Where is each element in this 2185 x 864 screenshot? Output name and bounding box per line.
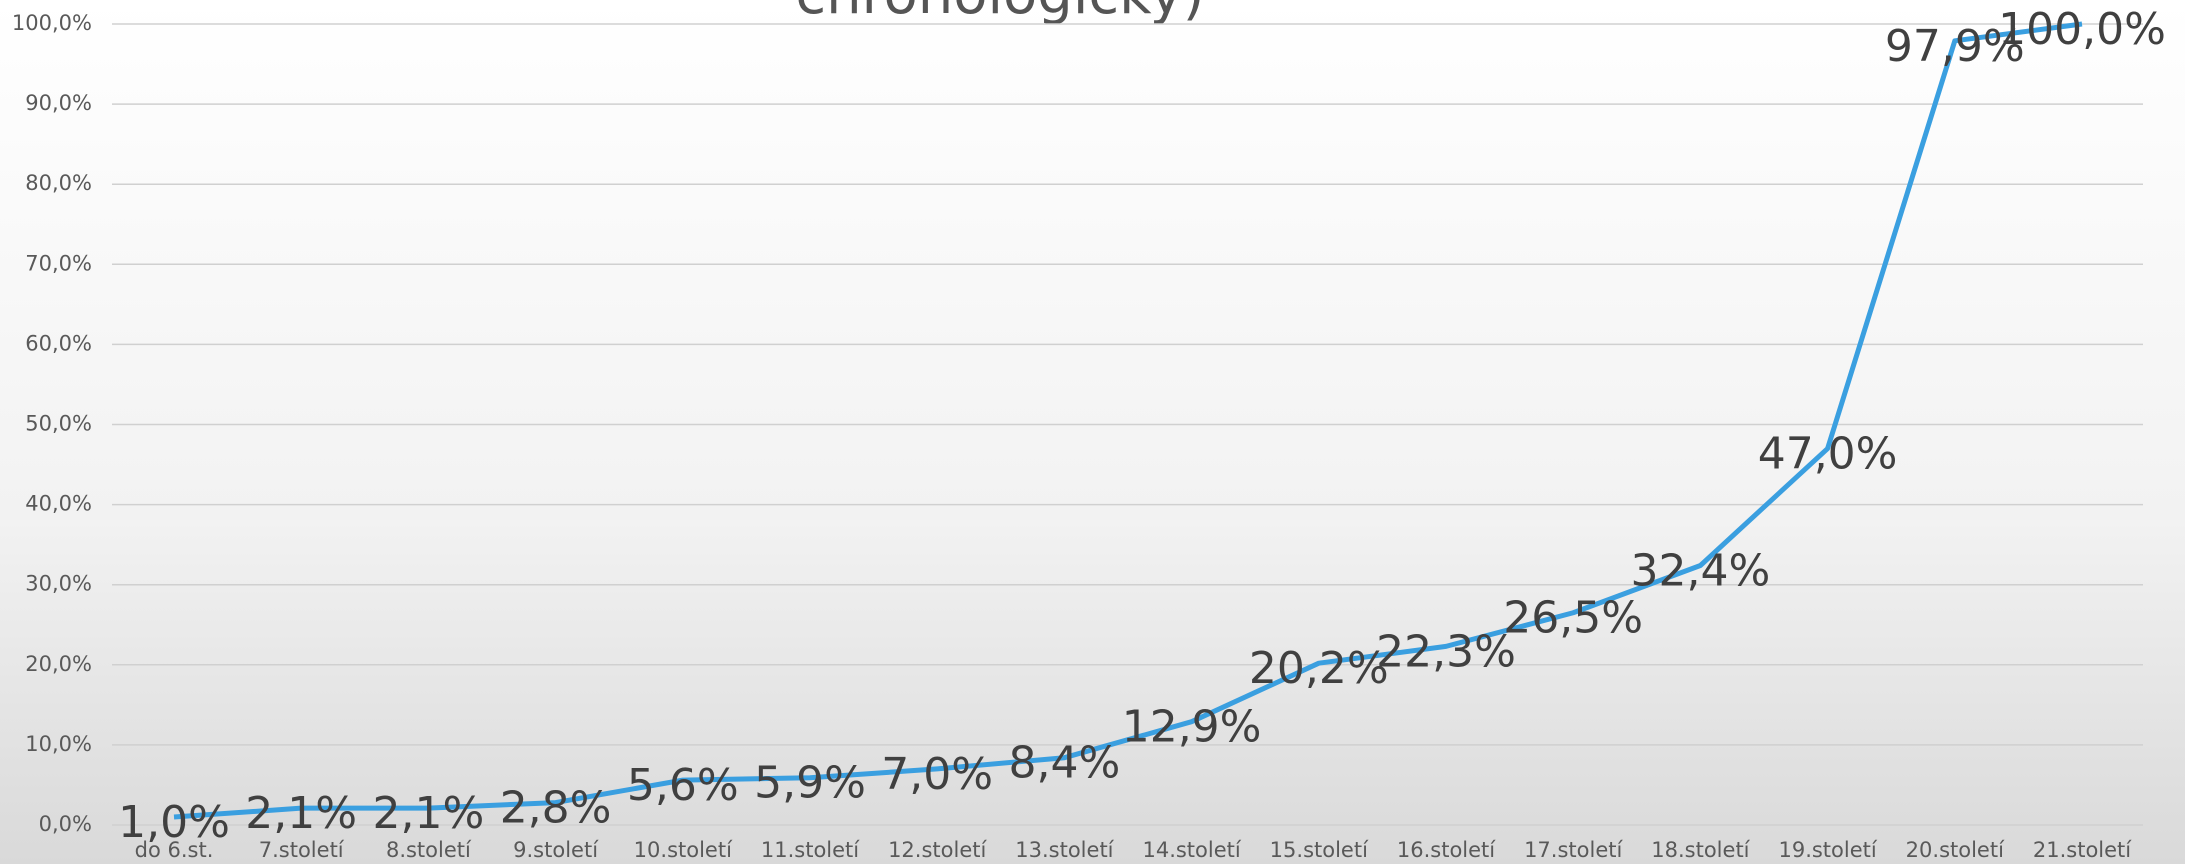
data-label: 5,9%	[754, 758, 866, 809]
line	[173, 21, 2083, 820]
y-tick-label: 100,0%	[12, 11, 92, 35]
data-label: 2,1%	[373, 788, 485, 839]
x-tick-label: 19.století	[1778, 838, 1877, 862]
x-tick-label: 17.století	[1524, 838, 1623, 862]
x-tick-label: 13.století	[1015, 838, 1114, 862]
y-tick-label: 30,0%	[25, 572, 92, 596]
data-label: 5,6%	[627, 760, 739, 811]
y-tick-label: 70,0%	[25, 251, 92, 275]
data-label: 12,9%	[1122, 702, 1262, 753]
data-label: 26,5%	[1503, 593, 1643, 644]
x-tick-label: 8.století	[386, 838, 472, 862]
data-label: 20,2%	[1249, 643, 1389, 694]
y-tick-label: 0,0%	[39, 812, 92, 836]
data-label: 97,9%	[1885, 21, 2025, 72]
x-tick-label: 9.století	[513, 838, 599, 862]
y-tick-label: 90,0%	[25, 91, 92, 115]
y-tick-label: 80,0%	[25, 171, 92, 195]
y-tick-label: 20,0%	[25, 652, 92, 676]
data-label: 2,8%	[500, 783, 612, 834]
data-label: 8,4%	[1009, 738, 1121, 789]
x-tick-label: do 6.st.	[135, 838, 214, 862]
x-tick-label: 7.století	[259, 838, 345, 862]
x-tick-label: 20.století	[1906, 838, 2005, 862]
y-tick-label: 40,0%	[25, 492, 92, 516]
x-tick-label: 18.století	[1651, 838, 1750, 862]
x-tick-label: 16.století	[1397, 838, 1496, 862]
x-tick-label: 21.století	[2033, 838, 2132, 862]
y-tick-label: 50,0%	[25, 412, 92, 436]
data-label: 47,0%	[1758, 429, 1898, 480]
data-label: 7,0%	[881, 749, 993, 800]
y-tick-label: 60,0%	[25, 331, 92, 355]
x-tick-label: 10.století	[634, 838, 733, 862]
x-tick-label: 11.století	[761, 838, 860, 862]
x-tick-label: 15.století	[1270, 838, 1369, 862]
data-label: 22,3%	[1376, 626, 1516, 677]
chart-title: chronologicky)	[795, 0, 1204, 27]
data-label: 32,4%	[1631, 545, 1771, 596]
data-label: 2,1%	[245, 788, 357, 839]
x-tick-label: 14.století	[1142, 838, 1241, 862]
data-label: 100,0%	[1998, 4, 2166, 55]
data-label: 1,0%	[118, 797, 230, 848]
x-tick-label: 12.století	[888, 838, 987, 862]
y-tick-label: 10,0%	[25, 732, 92, 756]
